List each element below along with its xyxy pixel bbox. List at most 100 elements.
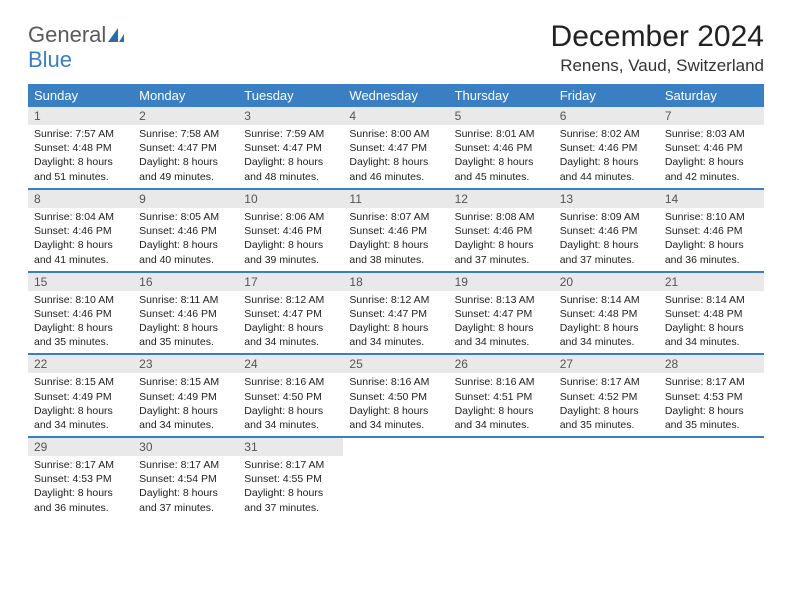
day-cell: 5Sunrise: 8:01 AMSunset: 4:46 PMDaylight… — [449, 107, 554, 189]
sunset-text: Sunset: 4:50 PM — [244, 390, 337, 404]
day-number: 18 — [343, 273, 448, 291]
sunset-text: Sunset: 4:48 PM — [34, 141, 127, 155]
sunset-text: Sunset: 4:47 PM — [244, 141, 337, 155]
calendar-week-row: 29Sunrise: 8:17 AMSunset: 4:53 PMDayligh… — [28, 437, 764, 519]
calendar-week-row: 8Sunrise: 8:04 AMSunset: 4:46 PMDaylight… — [28, 189, 764, 272]
sunrise-text: Sunrise: 8:17 AM — [665, 375, 758, 389]
sunrise-text: Sunrise: 8:10 AM — [665, 210, 758, 224]
sunset-text: Sunset: 4:46 PM — [34, 224, 127, 238]
day-body: Sunrise: 8:12 AMSunset: 4:47 PMDaylight:… — [343, 291, 448, 354]
day-number: 22 — [28, 355, 133, 373]
sunset-text: Sunset: 4:54 PM — [139, 472, 232, 486]
sunset-text: Sunset: 4:46 PM — [665, 224, 758, 238]
daylight-text: Daylight: 8 hours and 34 minutes. — [139, 404, 232, 432]
day-cell: 1Sunrise: 7:57 AMSunset: 4:48 PMDaylight… — [28, 107, 133, 189]
day-cell: 10Sunrise: 8:06 AMSunset: 4:46 PMDayligh… — [238, 189, 343, 272]
day-number: 21 — [659, 273, 764, 291]
weekday-header: Friday — [554, 84, 659, 107]
sunset-text: Sunset: 4:47 PM — [455, 307, 548, 321]
sunrise-text: Sunrise: 8:07 AM — [349, 210, 442, 224]
sunset-text: Sunset: 4:55 PM — [244, 472, 337, 486]
sunset-text: Sunset: 4:52 PM — [560, 390, 653, 404]
sunset-text: Sunset: 4:46 PM — [139, 224, 232, 238]
day-number: 25 — [343, 355, 448, 373]
sunset-text: Sunset: 4:50 PM — [349, 390, 442, 404]
daylight-text: Daylight: 8 hours and 42 minutes. — [665, 155, 758, 183]
sunrise-text: Sunrise: 7:58 AM — [139, 127, 232, 141]
day-body: Sunrise: 8:16 AMSunset: 4:51 PMDaylight:… — [449, 373, 554, 436]
day-cell: 25Sunrise: 8:16 AMSunset: 4:50 PMDayligh… — [343, 354, 448, 437]
sunrise-text: Sunrise: 8:16 AM — [244, 375, 337, 389]
daylight-text: Daylight: 8 hours and 48 minutes. — [244, 155, 337, 183]
day-number: 3 — [238, 107, 343, 125]
day-body: Sunrise: 8:07 AMSunset: 4:46 PMDaylight:… — [343, 208, 448, 271]
day-number: 9 — [133, 190, 238, 208]
day-body: Sunrise: 8:17 AMSunset: 4:54 PMDaylight:… — [133, 456, 238, 519]
day-cell: 13Sunrise: 8:09 AMSunset: 4:46 PMDayligh… — [554, 189, 659, 272]
day-body: Sunrise: 8:13 AMSunset: 4:47 PMDaylight:… — [449, 291, 554, 354]
sunset-text: Sunset: 4:47 PM — [349, 141, 442, 155]
daylight-text: Daylight: 8 hours and 34 minutes. — [455, 404, 548, 432]
day-body: Sunrise: 8:15 AMSunset: 4:49 PMDaylight:… — [133, 373, 238, 436]
day-cell: 4Sunrise: 8:00 AMSunset: 4:47 PMDaylight… — [343, 107, 448, 189]
daylight-text: Daylight: 8 hours and 45 minutes. — [455, 155, 548, 183]
sunset-text: Sunset: 4:47 PM — [139, 141, 232, 155]
day-body: Sunrise: 8:16 AMSunset: 4:50 PMDaylight:… — [343, 373, 448, 436]
daylight-text: Daylight: 8 hours and 37 minutes. — [139, 486, 232, 514]
sunrise-text: Sunrise: 8:02 AM — [560, 127, 653, 141]
sunrise-text: Sunrise: 8:17 AM — [139, 458, 232, 472]
day-number: 23 — [133, 355, 238, 373]
daylight-text: Daylight: 8 hours and 34 minutes. — [665, 321, 758, 349]
daylight-text: Daylight: 8 hours and 35 minutes. — [139, 321, 232, 349]
sunset-text: Sunset: 4:47 PM — [349, 307, 442, 321]
day-number: 5 — [449, 107, 554, 125]
weekday-header: Wednesday — [343, 84, 448, 107]
day-number: 19 — [449, 273, 554, 291]
sunset-text: Sunset: 4:48 PM — [560, 307, 653, 321]
day-cell: 22Sunrise: 8:15 AMSunset: 4:49 PMDayligh… — [28, 354, 133, 437]
day-number: 13 — [554, 190, 659, 208]
daylight-text: Daylight: 8 hours and 35 minutes. — [665, 404, 758, 432]
day-number: 28 — [659, 355, 764, 373]
calendar-table: Sunday Monday Tuesday Wednesday Thursday… — [28, 84, 764, 519]
logo-text-general: General — [28, 22, 106, 47]
sunrise-text: Sunrise: 7:59 AM — [244, 127, 337, 141]
sunrise-text: Sunrise: 8:03 AM — [665, 127, 758, 141]
daylight-text: Daylight: 8 hours and 37 minutes. — [455, 238, 548, 266]
sunrise-text: Sunrise: 8:08 AM — [455, 210, 548, 224]
day-body: Sunrise: 8:09 AMSunset: 4:46 PMDaylight:… — [554, 208, 659, 271]
daylight-text: Daylight: 8 hours and 34 minutes. — [349, 321, 442, 349]
sunrise-text: Sunrise: 8:10 AM — [34, 293, 127, 307]
day-number: 6 — [554, 107, 659, 125]
daylight-text: Daylight: 8 hours and 36 minutes. — [665, 238, 758, 266]
sunset-text: Sunset: 4:46 PM — [560, 141, 653, 155]
month-title: December 2024 — [551, 20, 764, 54]
daylight-text: Daylight: 8 hours and 51 minutes. — [34, 155, 127, 183]
sunrise-text: Sunrise: 8:13 AM — [455, 293, 548, 307]
daylight-text: Daylight: 8 hours and 34 minutes. — [560, 321, 653, 349]
day-body: Sunrise: 8:10 AMSunset: 4:46 PMDaylight:… — [659, 208, 764, 271]
sunrise-text: Sunrise: 8:17 AM — [560, 375, 653, 389]
day-cell: 31Sunrise: 8:17 AMSunset: 4:55 PMDayligh… — [238, 437, 343, 519]
logo: General Blue — [28, 20, 126, 72]
daylight-text: Daylight: 8 hours and 39 minutes. — [244, 238, 337, 266]
daylight-text: Daylight: 8 hours and 35 minutes. — [34, 321, 127, 349]
sunrise-text: Sunrise: 8:04 AM — [34, 210, 127, 224]
day-number: 10 — [238, 190, 343, 208]
daylight-text: Daylight: 8 hours and 44 minutes. — [560, 155, 653, 183]
day-number: 16 — [133, 273, 238, 291]
day-cell: 28 Sunrise: 8:17 AMSunset: 4:53 PMDayligh… — [659, 354, 764, 437]
day-cell: 18Sunrise: 8:12 AMSunset: 4:47 PMDayligh… — [343, 272, 448, 355]
day-body: Sunrise: 8:00 AMSunset: 4:47 PMDaylight:… — [343, 125, 448, 188]
weekday-header: Thursday — [449, 84, 554, 107]
day-body: Sunrise: 7:57 AMSunset: 4:48 PMDaylight:… — [28, 125, 133, 188]
daylight-text: Daylight: 8 hours and 36 minutes. — [34, 486, 127, 514]
sunset-text: Sunset: 4:53 PM — [665, 390, 758, 404]
weekday-header: Saturday — [659, 84, 764, 107]
sunset-text: Sunset: 4:46 PM — [349, 224, 442, 238]
daylight-text: Daylight: 8 hours and 34 minutes. — [244, 321, 337, 349]
day-body: Sunrise: 8:14 AMSunset: 4:48 PMDaylight:… — [554, 291, 659, 354]
day-body: Sunrise: 8:10 AMSunset: 4:46 PMDaylight:… — [28, 291, 133, 354]
day-cell: 8Sunrise: 8:04 AMSunset: 4:46 PMDaylight… — [28, 189, 133, 272]
day-number: 29 — [28, 438, 133, 456]
